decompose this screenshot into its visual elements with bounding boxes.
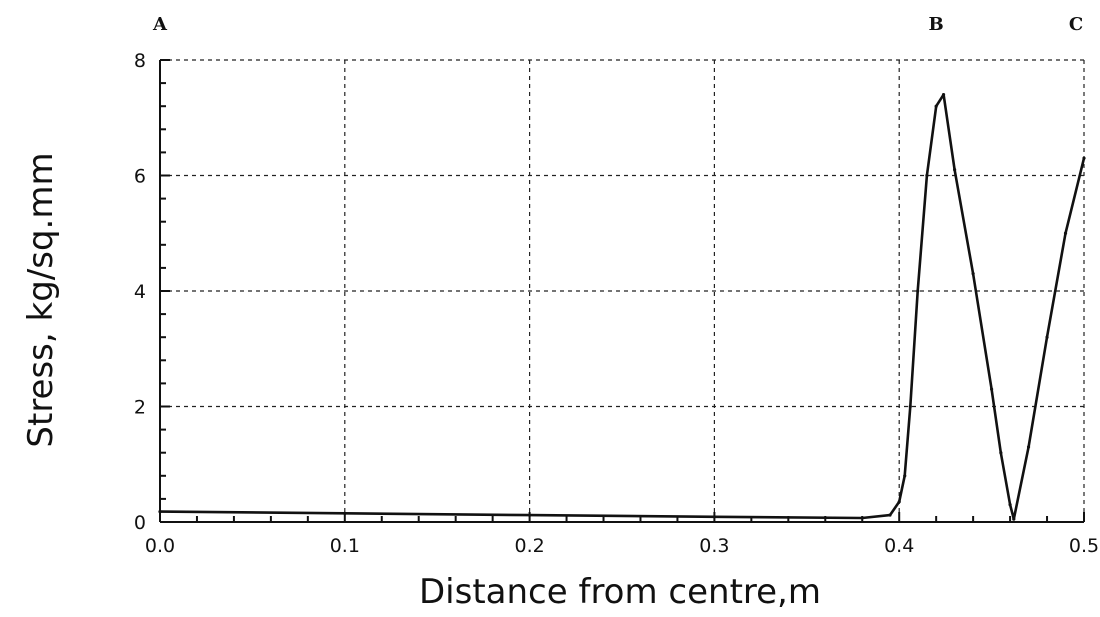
data-point — [990, 387, 994, 391]
labels-layer: Distance from centre,m Stress, kg/sq.mm … — [21, 14, 1099, 612]
y-tick-label: 6 — [134, 166, 146, 188]
data-point — [860, 516, 864, 520]
data-point — [343, 511, 347, 515]
data-point — [158, 510, 162, 514]
data-point — [888, 513, 892, 517]
data-point — [897, 500, 901, 504]
data-point — [1082, 156, 1086, 160]
data-point — [908, 404, 912, 409]
y-tick-label: 4 — [134, 281, 146, 303]
point-label-b: B — [929, 14, 944, 35]
data-point — [528, 513, 532, 517]
x-tick-label: 0.4 — [884, 535, 914, 557]
point-label-a: A — [152, 14, 168, 35]
data-point — [1045, 335, 1049, 339]
point-label-c: C — [1069, 14, 1083, 35]
y-tick-label: 8 — [134, 50, 146, 72]
ticks-layer — [159, 59, 1085, 523]
x-tick-label: 0.0 — [145, 535, 175, 557]
data-point — [999, 451, 1003, 455]
data-point — [903, 474, 907, 478]
data-point — [1012, 517, 1016, 521]
data-point — [1026, 445, 1031, 449]
x-axis-title: Distance from centre,m — [419, 572, 821, 612]
data-point — [925, 173, 929, 178]
data-point — [712, 515, 717, 519]
x-tick-label: 0.1 — [330, 535, 360, 557]
data-point — [941, 93, 946, 97]
data-point — [1063, 231, 1068, 235]
x-tick-label: 0.5 — [1069, 535, 1099, 557]
y-tick-label: 0 — [134, 512, 146, 534]
data-point — [916, 289, 920, 293]
x-tick-label: 0.3 — [699, 535, 729, 557]
y-tick-label: 2 — [134, 397, 146, 419]
data-point — [971, 272, 975, 276]
data-point — [1008, 503, 1012, 507]
y-axis-title: Stress, kg/sq.mm — [21, 152, 61, 447]
stress-curve — [159, 93, 1086, 521]
data-point — [953, 168, 957, 172]
grid-layer — [160, 59, 1085, 522]
series-layer — [158, 93, 1086, 521]
data-point — [934, 104, 938, 108]
x-tick-label: 0.2 — [514, 535, 544, 557]
